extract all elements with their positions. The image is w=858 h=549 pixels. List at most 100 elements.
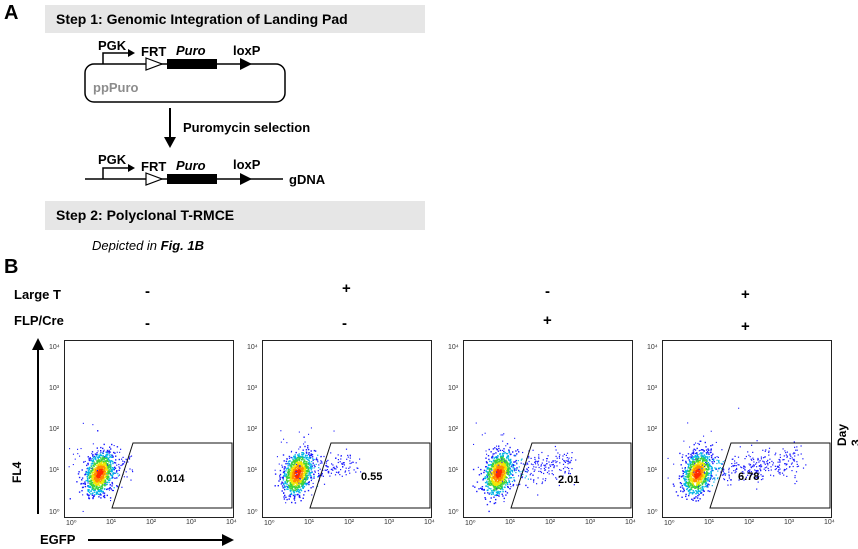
event-dot <box>710 470 713 472</box>
event-dot <box>564 461 566 463</box>
event-dot <box>710 476 712 478</box>
event-dot <box>685 485 687 487</box>
event-dot <box>102 492 104 494</box>
event-dot <box>709 459 711 461</box>
event-dot <box>294 461 296 464</box>
event-dot <box>103 477 105 479</box>
event-dot <box>100 450 102 452</box>
event-dot <box>113 468 115 471</box>
event-dot <box>106 467 108 469</box>
event-dot <box>695 480 697 482</box>
event-dot <box>489 501 491 503</box>
event-dot <box>109 467 111 469</box>
event-dot <box>501 473 504 475</box>
event-dot <box>296 482 298 484</box>
event-dot <box>300 461 302 463</box>
event-dot <box>502 480 504 482</box>
event-dot <box>766 461 768 463</box>
event-dot <box>112 473 114 475</box>
event-dot <box>289 486 291 489</box>
event-dot <box>707 462 710 464</box>
event-dot <box>496 457 498 459</box>
event-dot <box>699 481 701 483</box>
plot3-x-tick-label: 10² <box>545 519 556 526</box>
event-dot <box>293 492 295 494</box>
event-dot <box>518 466 520 468</box>
event-dot <box>681 485 683 487</box>
event-dot <box>113 472 115 474</box>
event-dot <box>490 484 492 486</box>
event-dot <box>720 462 722 465</box>
event-dot <box>779 468 781 470</box>
event-dot <box>711 475 713 477</box>
event-dot <box>486 475 488 477</box>
event-dot <box>722 474 724 476</box>
event-dot <box>298 455 301 457</box>
event-dot <box>514 470 516 472</box>
event-dot <box>93 483 95 485</box>
event-dot <box>88 486 91 488</box>
event-dot <box>82 422 84 424</box>
event-dot <box>100 463 102 465</box>
event-dot <box>716 462 718 465</box>
event-dot <box>747 474 749 476</box>
event-dot <box>294 460 297 462</box>
event-dot <box>709 460 711 462</box>
event-dot <box>324 469 326 471</box>
event-dot <box>102 454 104 457</box>
event-dot <box>101 459 104 461</box>
event-dot <box>287 480 289 482</box>
event-dot <box>495 476 497 478</box>
event-dot <box>509 460 511 462</box>
event-dot <box>301 457 304 459</box>
event-dot <box>98 481 100 483</box>
event-dot <box>293 497 296 499</box>
event-dot <box>693 464 695 466</box>
event-dot <box>291 470 293 473</box>
event-dot <box>321 462 323 464</box>
event-dot <box>121 458 123 460</box>
event-dot <box>701 459 704 462</box>
event-dot <box>540 464 542 466</box>
event-dot <box>499 459 501 461</box>
event-dot <box>703 454 706 456</box>
event-dot <box>490 475 492 477</box>
event-dot <box>103 481 105 484</box>
event-dot <box>543 472 545 475</box>
event-dot <box>96 470 98 473</box>
event-dot <box>303 486 306 488</box>
event-dot <box>515 472 517 474</box>
event-dot <box>79 455 81 457</box>
plot2-x-tick-label: 10³ <box>384 519 395 526</box>
event-dot <box>507 471 509 473</box>
event-dot <box>289 479 291 482</box>
event-dot <box>487 486 489 488</box>
event-dot <box>348 470 350 472</box>
event-dot <box>526 471 528 473</box>
event-dot <box>296 494 298 496</box>
event-dot <box>483 469 486 472</box>
event-dot <box>289 476 291 479</box>
event-dot <box>102 482 104 484</box>
event-dot <box>317 459 319 461</box>
event-dot <box>493 471 496 473</box>
event-dot <box>513 468 515 470</box>
event-dot <box>107 488 109 490</box>
event-dot <box>556 460 558 463</box>
event-dot <box>768 469 770 472</box>
event-dot <box>693 465 695 467</box>
event-dot <box>569 473 571 475</box>
event-dot <box>513 467 515 469</box>
event-dot <box>114 462 117 464</box>
event-dot <box>805 464 807 466</box>
event-dot <box>107 458 109 460</box>
event-dot <box>335 465 338 467</box>
event-dot <box>507 472 510 474</box>
event-dot <box>504 490 507 493</box>
event-dot <box>299 464 301 466</box>
event-dot <box>304 477 306 479</box>
event-dot <box>97 454 99 456</box>
event-dot <box>306 467 308 469</box>
event-dot <box>321 473 323 475</box>
event-dot <box>697 457 699 459</box>
